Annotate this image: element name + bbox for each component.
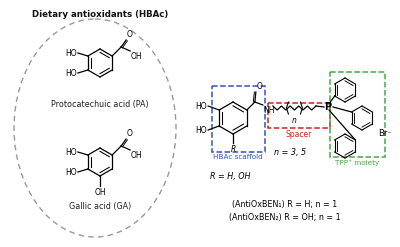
Text: (AntiOxBEN₂) R = OH; n = 1: (AntiOxBEN₂) R = OH; n = 1 <box>229 213 341 222</box>
Text: OH: OH <box>131 151 143 160</box>
Text: Protocatechuic acid (PA): Protocatechuic acid (PA) <box>51 100 149 109</box>
Text: n = 3, 5: n = 3, 5 <box>274 148 306 157</box>
Text: HO: HO <box>65 167 77 177</box>
Text: O: O <box>127 129 133 138</box>
Text: OH: OH <box>131 52 143 61</box>
Text: R: R <box>230 145 236 154</box>
Text: HO: HO <box>196 125 207 135</box>
Text: HBAc scaffold: HBAc scaffold <box>213 154 263 160</box>
Text: HO: HO <box>65 48 77 58</box>
Text: O: O <box>127 30 133 39</box>
Text: Dietary antioxidants (HBAc): Dietary antioxidants (HBAc) <box>32 10 168 19</box>
Text: R = H, OH: R = H, OH <box>210 172 250 181</box>
Text: NH: NH <box>263 106 274 115</box>
Text: OH: OH <box>94 188 106 197</box>
Text: Spacer: Spacer <box>286 130 312 139</box>
Text: HO: HO <box>196 102 207 110</box>
Text: n: n <box>292 116 297 125</box>
Text: P: P <box>324 102 332 112</box>
Text: Br⁻: Br⁻ <box>378 128 392 138</box>
Text: O: O <box>257 82 263 91</box>
Text: HO: HO <box>65 147 77 157</box>
Text: HO: HO <box>65 68 77 78</box>
Text: (AntiOxBEN₁) R = H; n = 1: (AntiOxBEN₁) R = H; n = 1 <box>232 200 338 209</box>
Text: Gallic acid (GA): Gallic acid (GA) <box>69 202 131 211</box>
Text: TPP⁺ moiety: TPP⁺ moiety <box>335 159 379 166</box>
